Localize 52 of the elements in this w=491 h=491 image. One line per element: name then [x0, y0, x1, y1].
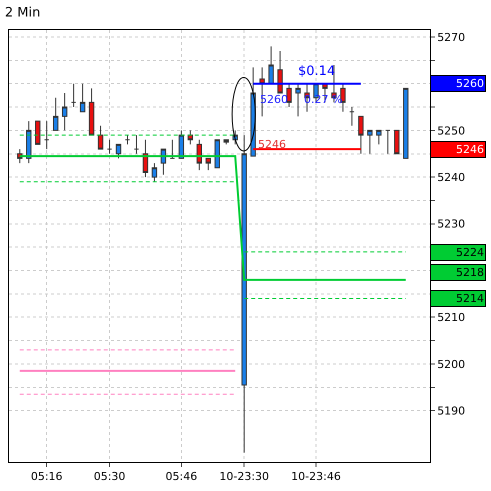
- chart-title: 2 Min: [4, 5, 40, 20]
- candlestick: [170, 139, 176, 159]
- candlestick: [349, 106, 355, 126]
- x-tick-label: 05:30: [94, 470, 126, 484]
- text: 5260: [456, 77, 484, 90]
- candlestick: [277, 50, 283, 94]
- candlestick: [116, 144, 122, 159]
- candlestick: [142, 139, 148, 178]
- candlestick: [403, 88, 408, 159]
- candlestick: [196, 139, 202, 171]
- candlestick: [134, 134, 140, 154]
- y-tick-label: 5240: [437, 170, 466, 184]
- candlestick: [124, 134, 130, 145]
- candlestick: [26, 120, 32, 164]
- y-tick-label: 5270: [437, 30, 466, 44]
- candlestick: [224, 139, 229, 145]
- candlestick: [152, 162, 158, 182]
- y-tick-label: 5210: [437, 311, 466, 324]
- candlestick: [80, 83, 86, 112]
- candlestick: [35, 120, 40, 145]
- text: 5224: [456, 246, 484, 259]
- text: 5218: [456, 266, 484, 279]
- candlestick: [206, 158, 211, 171]
- candlestick: [340, 83, 346, 112]
- x-tick-label: 05:16: [30, 470, 63, 484]
- candlestick: [358, 116, 364, 154]
- candlestick: [70, 83, 76, 108]
- x-tick-label: 10-23:30: [219, 470, 270, 484]
- y-tick-label: 5250: [437, 124, 466, 138]
- candlestick: [268, 46, 274, 84]
- candlestick: [52, 97, 58, 131]
- y-tick-label: 5230: [437, 218, 466, 231]
- annotation: 5246: [258, 138, 286, 151]
- candlestick: [98, 125, 104, 150]
- candlestick: [286, 83, 292, 108]
- candlestick: [106, 139, 112, 154]
- candlestick: [188, 130, 194, 145]
- candlestick: [214, 139, 220, 168]
- candlestick: [385, 130, 391, 154]
- candlestick: [394, 130, 400, 154]
- text: 5246: [456, 143, 484, 156]
- candlestick: [295, 83, 301, 117]
- candlestick: [376, 130, 382, 145]
- text: 5214: [456, 292, 484, 305]
- candlestick: [88, 88, 94, 136]
- y-tick-label: 5200: [437, 358, 466, 371]
- candlestick: [367, 130, 373, 154]
- candlestick: [62, 92, 68, 131]
- y-tick-label: 5190: [437, 404, 466, 418]
- x-tick-label: 10-23:46: [291, 470, 341, 484]
- x-tick-label: 05:46: [166, 470, 198, 484]
- candlestick: [44, 120, 50, 150]
